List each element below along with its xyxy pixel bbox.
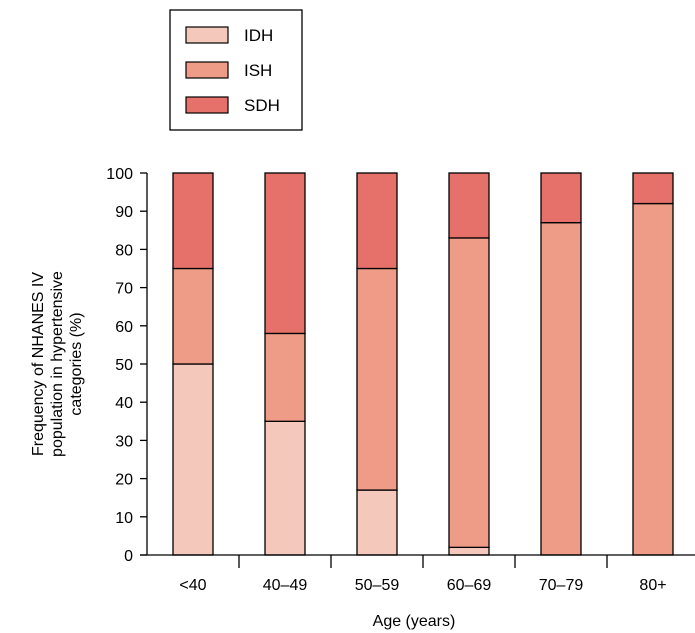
x-tick-label: 80+	[639, 577, 666, 594]
bar-idh-3	[448, 546, 490, 556]
x-axis-title: Age (years)	[373, 613, 456, 630]
y-axis-ticks: 0 10 20 30 40 50 60 70 80 90 100	[106, 166, 147, 565]
legend: IDH ISH SDH	[169, 9, 303, 131]
y-tick-label: 0	[124, 548, 133, 565]
y-tick-label: 100	[106, 166, 133, 183]
legend-label-idh: IDH	[244, 26, 273, 45]
y-axis-title-line: categories (%)	[68, 312, 85, 415]
bar-ish-2	[356, 267, 398, 491]
y-tick-label: 80	[115, 242, 133, 259]
legend-label-ish: ISH	[244, 61, 272, 80]
axes	[140, 173, 695, 556]
x-tick-label: 70–79	[539, 577, 584, 594]
x-axis-ticks: <40 40–49 50–59 60–69 70–79 80+	[179, 555, 667, 594]
bar-sdh-5	[632, 172, 674, 205]
bar-sdh-1	[264, 172, 306, 335]
bar-ish-0	[172, 267, 214, 365]
bar-idh-2	[356, 489, 398, 556]
y-tick-label: 90	[115, 204, 133, 221]
bar-ish-1	[264, 332, 306, 422]
bar-ish-3	[448, 237, 490, 549]
y-tick-label: 20	[115, 472, 133, 489]
x-tick-label: 60–69	[447, 577, 492, 594]
bar-sdh-0	[172, 172, 214, 270]
bar-idh-1	[264, 420, 306, 556]
y-tick-label: 10	[115, 510, 133, 527]
legend-label-sdh: SDH	[244, 96, 280, 115]
bar-ish-5	[632, 202, 674, 556]
legend-swatch-idh	[185, 26, 229, 44]
y-tick-label: 60	[115, 319, 133, 336]
legend-swatch-ish	[185, 61, 229, 79]
y-tick-label: 70	[115, 281, 133, 298]
legend-swatch-sdh	[185, 96, 229, 114]
bar-sdh-2	[356, 172, 398, 270]
x-tick-label: 40–49	[263, 577, 308, 594]
bar-sdh-4	[540, 172, 582, 224]
bar-sdh-3	[448, 172, 490, 239]
y-tick-label: 40	[115, 395, 133, 412]
x-tick-label: <40	[179, 577, 206, 594]
y-axis-title-line: population in hypertensive	[49, 271, 66, 457]
bar-ish-4	[540, 222, 582, 556]
y-tick-label: 30	[115, 433, 133, 450]
bars	[172, 172, 674, 556]
bar-idh-0	[172, 363, 214, 556]
x-tick-label: 50–59	[355, 577, 400, 594]
y-axis-title: Frequency of NHANES IV population in hype…	[30, 271, 85, 457]
y-axis-title-line: Frequency of NHANES IV	[30, 272, 47, 456]
y-tick-label: 50	[115, 357, 133, 374]
